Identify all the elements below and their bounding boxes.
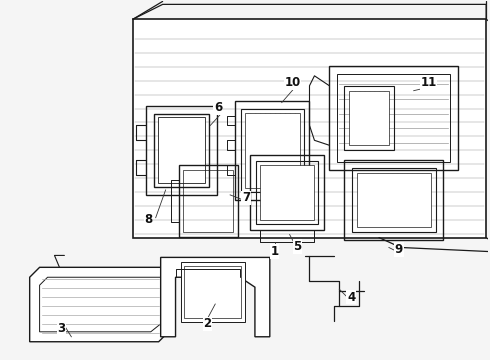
Bar — [154, 113, 209, 187]
Bar — [357, 173, 431, 227]
Bar — [183, 170, 233, 231]
Text: 4: 4 — [347, 291, 355, 303]
Bar — [133, 19, 486, 238]
Text: 11: 11 — [420, 76, 437, 89]
Bar — [180, 262, 245, 322]
Bar — [146, 105, 217, 195]
Bar — [241, 109, 303, 192]
Text: 8: 8 — [145, 213, 153, 226]
Text: 7: 7 — [242, 192, 250, 204]
Text: 10: 10 — [285, 76, 301, 89]
Bar — [260, 165, 315, 220]
Bar — [344, 86, 394, 150]
Polygon shape — [40, 277, 161, 332]
Bar — [178, 165, 238, 237]
Text: 5: 5 — [294, 240, 302, 253]
Bar — [245, 113, 299, 188]
Text: 9: 9 — [394, 243, 403, 256]
Bar — [235, 100, 310, 200]
Bar — [349, 91, 389, 145]
Text: 3: 3 — [57, 322, 66, 336]
Bar — [329, 66, 458, 170]
Bar — [337, 74, 450, 162]
Polygon shape — [161, 257, 270, 337]
Text: 6: 6 — [214, 101, 222, 114]
Bar — [250, 155, 324, 230]
Text: 2: 2 — [203, 318, 211, 330]
Polygon shape — [30, 267, 169, 342]
Text: 1: 1 — [270, 245, 279, 258]
Bar — [158, 117, 205, 183]
Bar — [344, 160, 443, 239]
Bar — [184, 266, 241, 318]
Bar — [352, 168, 436, 231]
Bar — [256, 161, 318, 224]
